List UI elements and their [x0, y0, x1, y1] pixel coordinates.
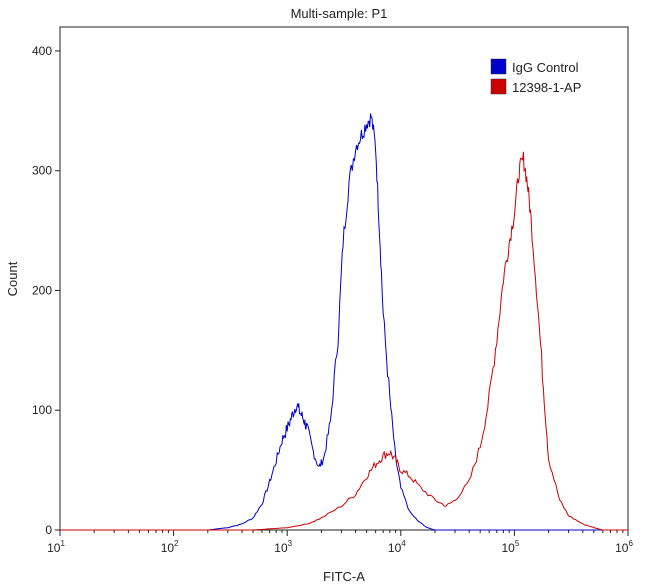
legend-label: 12398-1-AP: [512, 80, 581, 95]
y-axis-ticks: 0 100 200 300 400: [32, 44, 60, 537]
x-tick-label: 105: [501, 539, 519, 555]
series-line-2: [60, 151, 628, 531]
y-tick-label: 100: [32, 403, 52, 417]
legend: IgG Control 12398-1-AP: [490, 58, 581, 95]
y-axis-title: Count: [5, 261, 20, 296]
legend-swatch: [490, 78, 507, 95]
series-line-1: [60, 113, 628, 531]
x-tick-label: 104: [388, 539, 406, 555]
x-tick-label: 103: [274, 539, 292, 555]
legend-swatch: [490, 58, 507, 75]
x-axis-title: FITC-A: [323, 569, 365, 584]
series-layer: [60, 113, 628, 531]
y-tick-label: 300: [32, 164, 52, 178]
chart-title: Multi-sample: P1: [291, 6, 388, 21]
x-tick-label: 101: [47, 539, 65, 555]
y-tick-label: 400: [32, 44, 52, 58]
x-tick-label: 106: [615, 539, 633, 555]
y-tick-label: 0: [45, 523, 52, 537]
legend-label: IgG Control: [512, 60, 579, 75]
plot-frame: [59, 26, 629, 531]
x-tick-label: 102: [161, 539, 179, 555]
y-tick-label: 200: [32, 283, 52, 297]
x-axis-ticks: 101 102 103 104 105 106: [47, 530, 633, 555]
